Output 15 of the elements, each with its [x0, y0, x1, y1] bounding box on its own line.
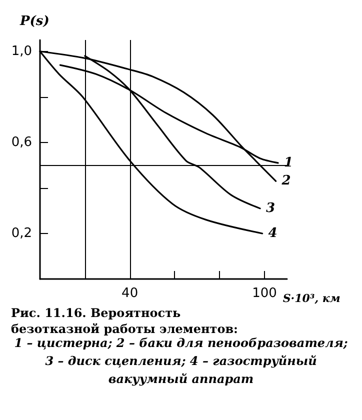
y-axis-title: P(s) — [19, 14, 50, 29]
series-label: 2 — [280, 174, 291, 189]
text: 1 – цистерна; 2 – баки для пенообразователя; — [14, 336, 348, 350]
series-label: 4 — [268, 226, 278, 241]
x-tick-label: 40 — [122, 286, 138, 301]
text: 3 – диск сцепления; 4 – газоструйный — [45, 354, 318, 368]
series-label: 1 — [284, 155, 294, 170]
y-tick-label: 1,0 — [11, 44, 32, 59]
y-tick-label: 0,6 — [11, 134, 32, 150]
x-axis-title: S·10³, км — [282, 292, 340, 305]
y-tick-label: 0,2 — [11, 226, 32, 241]
text: Рис. 11.16. Вероятность безотказной работы элементов: — [11, 306, 238, 336]
text: вакуумный аппарат — [108, 372, 254, 386]
series-label: 3 — [266, 200, 276, 216]
x-tick-label: 100 — [252, 286, 277, 301]
